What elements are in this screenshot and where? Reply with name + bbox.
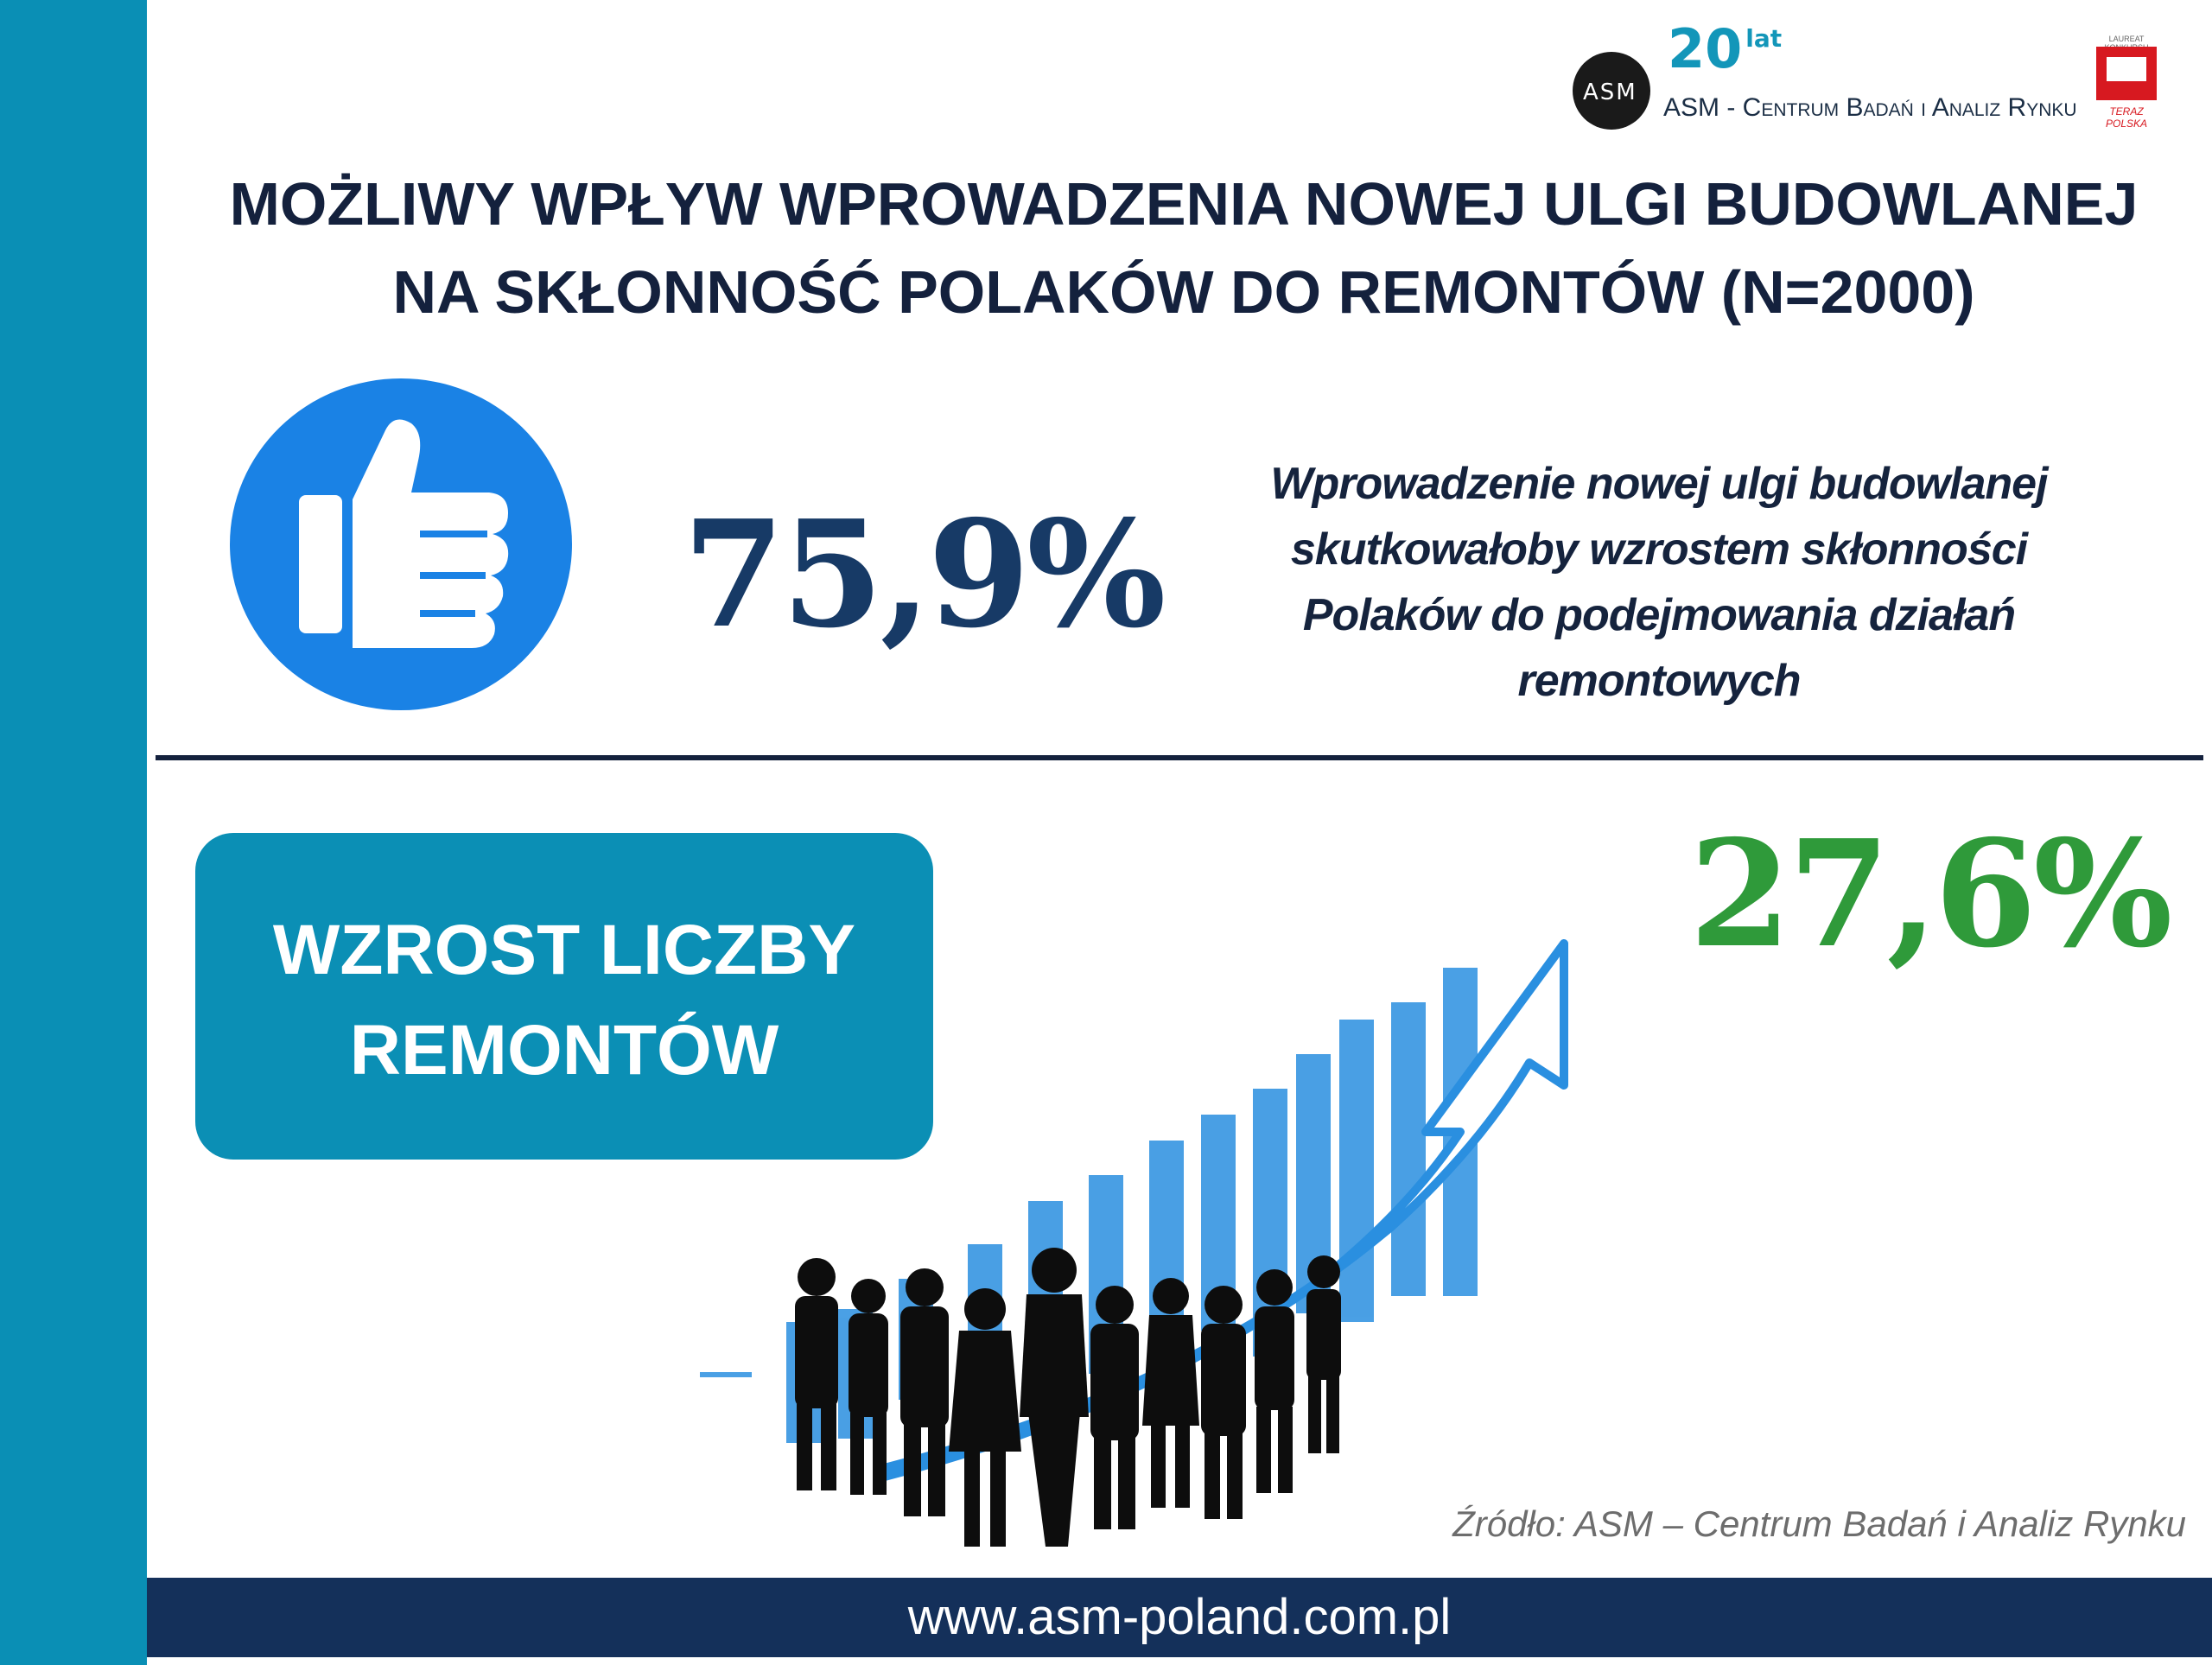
title-line-1: MOŻLIWY WPŁYW WPROWADZENIA NOWEJ ULGI BU… [229, 170, 2139, 238]
website-link[interactable]: www.asm-poland.com.pl [907, 1589, 1452, 1645]
description-line: remontowych [1517, 656, 1801, 706]
left-accent-bar [0, 0, 147, 1665]
growth-illustration [700, 939, 1568, 1547]
asm-logo-icon: ASM [1573, 52, 1650, 130]
section-divider [156, 755, 2203, 760]
business-people-silhouette [795, 1248, 1341, 1547]
teraz-polska-award: LAUREAT KONKURSU TERAZ POLSKA [2088, 35, 2165, 130]
award-emblem-icon [2096, 47, 2157, 100]
badge-line-2: REMONTÓW [349, 1011, 779, 1090]
award-label: TERAZ POLSKA [2105, 105, 2148, 130]
page-title: MOŻLIWY WPŁYW WPROWADZENIA NOWEJ ULGI BU… [156, 160, 2212, 336]
stat1-description: Wprowadzenie nowej ulgi budowlanej skutk… [1192, 451, 2126, 714]
anniversary-badge: 20 lat [1668, 17, 1783, 80]
source-citation: Źródło: ASM – Centrum Badań i Analiz Ryn… [1452, 1503, 2186, 1544]
stat-75-9-percent: 75,9% [683, 488, 1166, 661]
badge-line-1: WZROST LICZBY [272, 911, 856, 989]
company-name: ASM - Centrum Badań i Analiz Rynku [1663, 93, 2077, 122]
thumbs-up-icon [299, 419, 509, 648]
description-line: Wprowadzenie nowej ulgi budowlanej [1270, 459, 2048, 509]
stat-27-6-percent: 27,6% [1689, 808, 2173, 981]
thumbs-up-badge [230, 378, 572, 710]
footer-bar: www.asm-poland.com.pl [147, 1578, 2212, 1657]
title-line-2: NA SKŁONNOŚĆ POLAKÓW DO REMONTÓW (N=2000… [392, 258, 1975, 326]
description-line: skutkowałoby wzrostem skłonności [1290, 524, 2028, 575]
description-line: Polaków do podejmowania działań [1302, 590, 2016, 640]
renovation-increase-badge: WZROST LICZBY REMONTÓW [195, 833, 933, 1160]
company-logo: ASM 20 lat ASM - Centrum Badań i Analiz R… [1573, 17, 2077, 138]
